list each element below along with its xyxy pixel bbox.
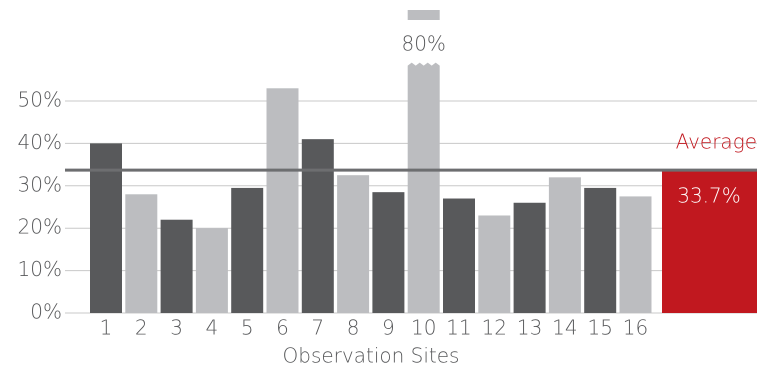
bar	[337, 175, 370, 313]
average-box	[662, 170, 757, 313]
bar	[478, 215, 511, 313]
bar	[619, 196, 652, 313]
bar	[195, 228, 228, 313]
average-label: Average	[676, 130, 757, 154]
x-tick-label: 1	[100, 316, 113, 340]
x-tick-label: 15	[587, 316, 612, 340]
bar	[125, 194, 158, 313]
y-tick-label: 40%	[18, 130, 62, 154]
bar	[407, 62, 440, 313]
x-tick-label: 3	[170, 316, 183, 340]
bar	[513, 202, 546, 313]
x-tick-label: 9	[382, 316, 395, 340]
bar-break-stub	[407, 10, 440, 20]
x-tick-label: 2	[135, 316, 148, 340]
x-tick-label: 4	[206, 316, 219, 340]
average-value-label: 33.7%	[677, 184, 741, 208]
x-tick-label: 13	[517, 316, 542, 340]
x-tick-label: 7	[311, 316, 324, 340]
x-tick-label: 5	[241, 316, 254, 340]
bar	[584, 187, 617, 313]
bar	[548, 177, 581, 313]
x-tick-label: 8	[347, 316, 360, 340]
y-tick-label: 30%	[18, 172, 62, 196]
y-tick-label: 20%	[18, 215, 62, 239]
bar	[301, 139, 334, 313]
x-axis-label: Observation Sites	[283, 344, 460, 368]
y-tick-label: 10%	[18, 257, 62, 281]
bar	[90, 143, 122, 313]
x-tick-label: 11	[446, 316, 471, 340]
x-tick-label: 16	[623, 316, 648, 340]
value-label: 80%	[401, 32, 445, 56]
bar	[266, 88, 299, 313]
bar	[160, 219, 193, 313]
bar	[231, 187, 264, 313]
bar	[443, 198, 475, 313]
x-tick-label: 6	[276, 316, 289, 340]
x-tick-label: 10	[411, 316, 436, 340]
y-tick-label: 0%	[30, 300, 62, 324]
x-tick-label: 12	[482, 316, 507, 340]
x-tick-label: 14	[552, 316, 577, 340]
bar	[372, 192, 405, 313]
y-tick-label: 50%	[18, 88, 62, 112]
